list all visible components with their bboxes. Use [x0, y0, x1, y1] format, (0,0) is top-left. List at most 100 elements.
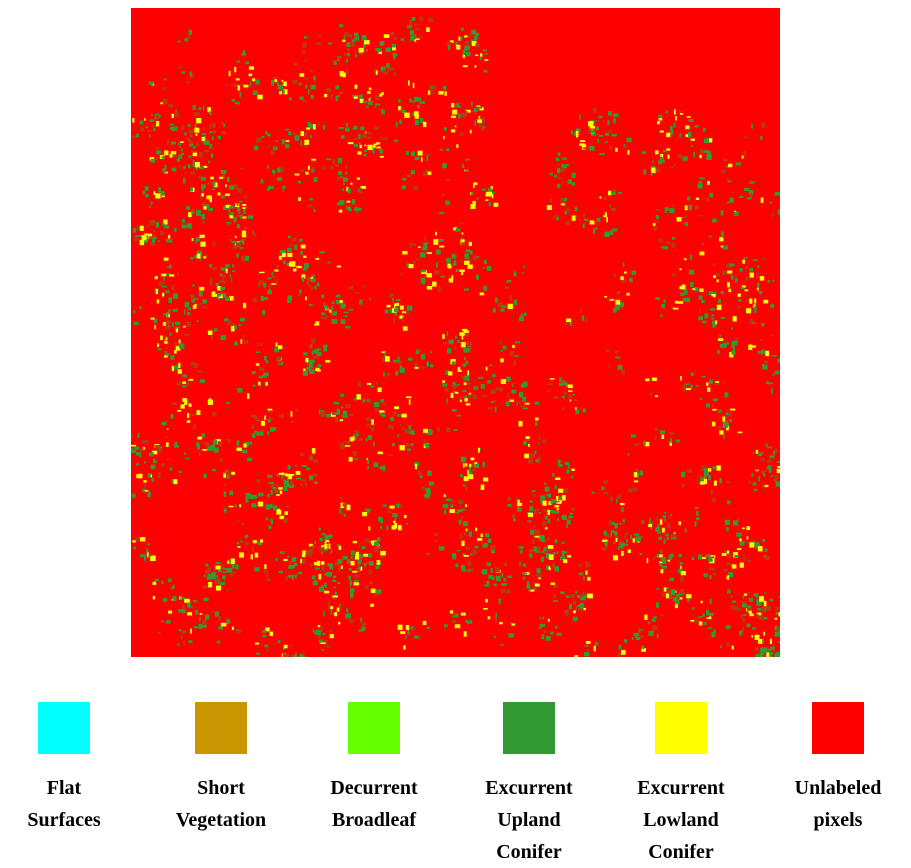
- speckle: [365, 585, 369, 589]
- speckle: [321, 561, 324, 564]
- speckle: [312, 448, 315, 453]
- speckle: [203, 206, 206, 209]
- speckle: [676, 249, 678, 251]
- speckle: [196, 410, 200, 415]
- speckle: [268, 186, 273, 189]
- speckle: [398, 106, 401, 110]
- speckle: [203, 585, 208, 588]
- speckle: [202, 137, 205, 141]
- speckle: [665, 207, 669, 211]
- speckle: [613, 113, 618, 117]
- speckle: [184, 453, 186, 455]
- speckle: [711, 294, 715, 296]
- speckle: [760, 136, 762, 140]
- speckle: [321, 545, 323, 547]
- speckle: [264, 297, 268, 300]
- speckle: [136, 474, 138, 478]
- speckle: [575, 591, 577, 593]
- speckle: [266, 573, 268, 578]
- speckle: [172, 584, 174, 588]
- speckle: [315, 258, 319, 260]
- speckle: [167, 139, 169, 144]
- speckle: [709, 138, 712, 142]
- speckle: [259, 367, 264, 371]
- legend-label: Vegetation: [176, 809, 266, 831]
- speckle: [669, 208, 674, 213]
- speckle: [303, 256, 306, 258]
- speckle: [234, 67, 236, 72]
- speckle: [258, 382, 261, 386]
- speckle: [777, 466, 780, 468]
- speckle: [354, 458, 359, 460]
- speckle: [146, 549, 148, 552]
- speckle: [701, 243, 704, 246]
- speckle: [616, 538, 618, 542]
- speckle: [557, 168, 561, 173]
- speckle: [698, 555, 702, 560]
- speckle: [740, 614, 743, 618]
- speckle: [754, 306, 756, 310]
- speckle: [376, 142, 380, 144]
- speckle: [540, 624, 545, 627]
- speckle: [278, 640, 281, 644]
- speckle: [252, 433, 256, 438]
- speckle: [328, 604, 331, 609]
- speckle: [171, 142, 176, 145]
- speckle: [475, 528, 477, 531]
- speckle: [634, 633, 639, 636]
- speckle: [307, 366, 311, 370]
- speckle: [365, 508, 369, 510]
- speckle: [398, 357, 400, 362]
- speckle: [603, 198, 607, 200]
- speckle: [451, 499, 453, 502]
- speckle: [493, 308, 496, 312]
- speckle: [264, 645, 268, 648]
- speckle: [426, 361, 429, 366]
- speckle: [394, 139, 398, 142]
- speckle: [544, 482, 546, 485]
- speckle: [464, 533, 466, 535]
- speckle: [420, 475, 423, 478]
- speckle: [680, 566, 682, 568]
- speckle: [300, 141, 302, 146]
- speckle: [724, 392, 728, 397]
- speckle: [136, 134, 139, 138]
- speckle: [277, 356, 281, 360]
- speckle: [166, 239, 168, 242]
- speckle: [334, 612, 337, 616]
- speckle: [182, 381, 186, 384]
- speckle: [727, 589, 731, 593]
- speckle: [672, 243, 676, 248]
- speckle: [209, 280, 212, 285]
- speckle: [745, 266, 748, 269]
- speckle: [449, 340, 453, 342]
- speckle: [775, 192, 780, 195]
- speckle: [353, 434, 357, 436]
- speckle: [266, 146, 270, 148]
- speckle: [300, 73, 305, 77]
- speckle: [221, 275, 226, 279]
- speckle: [280, 551, 285, 554]
- speckle: [754, 489, 758, 491]
- speckle: [744, 137, 749, 139]
- speckle: [331, 306, 333, 310]
- speckle: [360, 617, 362, 622]
- speckle: [464, 333, 468, 337]
- speckle: [282, 139, 285, 144]
- speckle: [593, 228, 595, 233]
- speckle: [760, 276, 764, 280]
- speckle: [350, 593, 354, 598]
- speckle: [441, 194, 445, 196]
- speckle: [485, 533, 489, 537]
- speckle: [773, 280, 775, 282]
- speckle: [702, 557, 706, 559]
- speckle: [224, 484, 226, 486]
- speckle: [340, 508, 342, 513]
- speckle: [449, 509, 454, 513]
- speckle: [277, 360, 282, 363]
- speckle: [227, 177, 230, 182]
- speckle: [489, 202, 491, 206]
- speckle: [562, 407, 564, 410]
- speckle: [744, 593, 747, 595]
- speckle: [407, 175, 410, 177]
